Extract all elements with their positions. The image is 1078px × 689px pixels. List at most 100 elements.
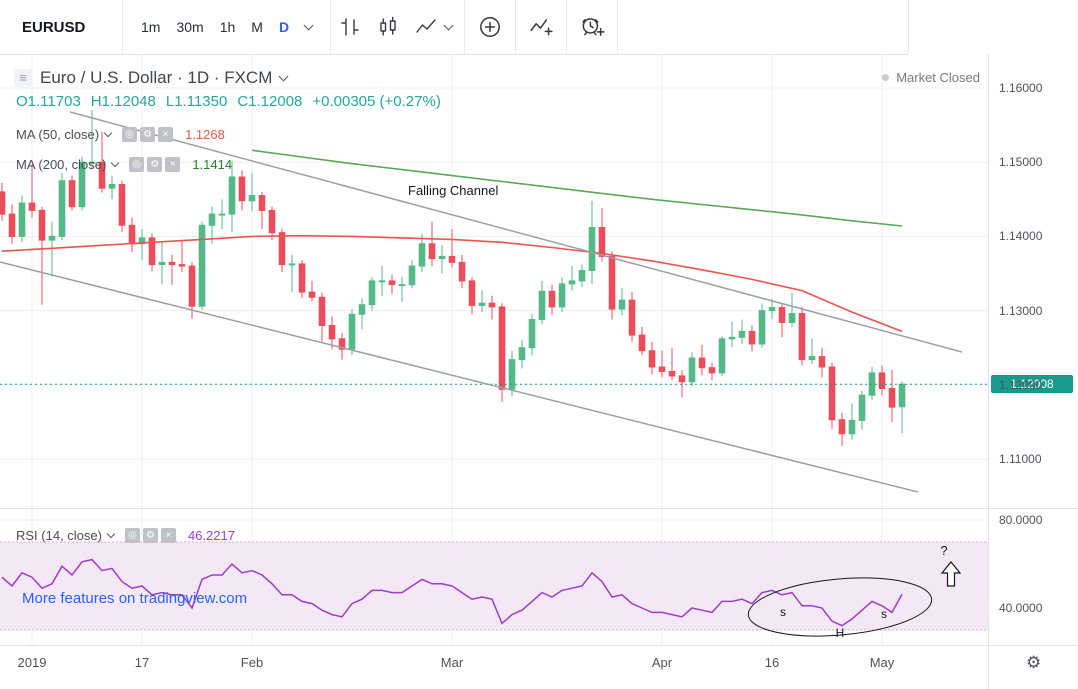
tradingview-watermark-link[interactable]: More features on tradingview.com <box>22 590 248 607</box>
falling-channel-label[interactable]: Falling Channel <box>408 183 499 198</box>
time-axis[interactable]: ⚙ 2019 17 Feb Mar Apr 16 May <box>0 645 1078 689</box>
price-pane[interactable] <box>0 54 988 508</box>
interval-30m-button[interactable]: 30m <box>176 19 204 35</box>
candles-chart-style-icon[interactable] <box>373 12 403 42</box>
price-scale[interactable]: 1.12008 1.16000 1.15000 1.14000 1.13000 1.12… <box>988 54 1078 689</box>
toolbar-divider <box>515 0 517 54</box>
indicator-label[interactable]: RSI (14, close) <box>16 528 102 543</box>
indicator-value: 46.2217 <box>187 528 235 543</box>
pattern-letter: H <box>836 626 845 640</box>
time-tick-label: 17 <box>134 655 150 670</box>
indicator-value: 1.1268 <box>185 127 225 142</box>
pane-separator[interactable] <box>0 508 1078 509</box>
interval-group: 1m 30m 1h M D <box>123 19 330 35</box>
chart-menu-icon[interactable]: ≡ <box>14 69 32 87</box>
head-shoulders-ellipse[interactable] <box>746 571 934 643</box>
remove-icon[interactable]: × <box>165 157 181 172</box>
ma50-line[interactable] <box>1 234 903 333</box>
chevron-down-icon[interactable] <box>106 529 116 538</box>
price-tick-label: 1.16000 <box>999 80 1043 95</box>
price-tick-label: 1.12000 <box>999 377 1043 392</box>
chevron-down-icon[interactable] <box>443 20 454 30</box>
price-gridlines <box>0 54 988 508</box>
chevron-down-icon[interactable] <box>111 158 120 167</box>
ohlc-open: O1.11703 <box>16 93 81 110</box>
ohlc-change: +0.00305 (+0.27%) <box>312 93 441 110</box>
time-tick-label: 16 <box>764 655 780 670</box>
question-annotation: ? <box>940 543 947 558</box>
candles-down <box>0 131 896 446</box>
rsi-band <box>0 542 988 630</box>
ma200-line[interactable] <box>251 149 903 227</box>
interval-1D-button[interactable]: D <box>278 19 290 35</box>
candles-up <box>18 110 906 440</box>
toolbar-edge-divider <box>908 0 909 54</box>
last-price-badge: 1.12008 <box>991 375 1073 394</box>
time-tick-label: May <box>869 655 895 670</box>
indicator-label[interactable]: MA (200, close) <box>16 157 107 172</box>
ohlc-row: O1.11703 H1.12048 L1.11350 C1.12008 +0.0… <box>16 93 441 110</box>
interval-1m-button[interactable]: 1m <box>141 19 161 35</box>
pattern-letter: s <box>881 607 887 621</box>
indicator-controls: ◎ ⚙ × <box>124 528 176 543</box>
ohlc-low: L1.11350 <box>165 93 228 110</box>
pattern-letter: s <box>780 605 786 619</box>
remove-icon[interactable]: × <box>158 127 174 142</box>
top-toolbar: EURUSD 1m 30m 1h M D <box>0 0 1078 54</box>
rsi-tick-label: 40.0000 <box>999 601 1043 616</box>
indicator-controls: ◎ ⚙ × <box>129 157 181 172</box>
visibility-icon[interactable]: ◎ <box>122 127 138 142</box>
price-tick-label: 1.13000 <box>999 303 1043 318</box>
bars-chart-style-icon[interactable] <box>335 12 365 42</box>
rsi-gridlines <box>0 508 988 645</box>
rsi-line[interactable] <box>1 558 903 627</box>
time-tick-label: Feb <box>240 655 264 670</box>
settings-icon[interactable]: ⚙ <box>140 127 156 142</box>
visibility-icon[interactable]: ◎ <box>124 528 140 543</box>
indicators-icon[interactable] <box>526 12 556 42</box>
time-tick-label: Apr <box>651 655 673 670</box>
settings-icon[interactable]: ⚙ <box>142 528 158 543</box>
interval-1M-button[interactable]: M <box>251 19 263 35</box>
alert-clock-icon[interactable] <box>577 12 607 42</box>
symbol-search-button[interactable]: EURUSD <box>22 18 86 36</box>
toolbar-divider <box>464 0 466 54</box>
price-tick-label: 1.11000 <box>999 452 1042 467</box>
toolbar-divider <box>617 0 619 54</box>
price-tick-label: 1.14000 <box>999 229 1043 244</box>
visibility-icon[interactable]: ◎ <box>129 157 145 172</box>
indicator-row-ma50: MA (50, close) ◎ ⚙ × 1.1268 <box>16 127 225 142</box>
indicator-label[interactable]: MA (50, close) <box>16 127 100 142</box>
market-status-label: Market Closed <box>896 70 980 85</box>
falling-channel-trendlines[interactable] <box>0 111 963 493</box>
ohlc-close: C1.12008 <box>237 93 303 110</box>
toolbar-divider <box>330 0 332 54</box>
ohlc-high: H1.12048 <box>90 93 156 110</box>
settings-icon[interactable]: ⚙ <box>147 157 163 172</box>
remove-icon[interactable]: × <box>160 528 176 543</box>
indicator-controls: ◎ ⚙ × <box>122 127 174 142</box>
chart-title[interactable]: Euro / U.S. Dollar · 1D · FXCM <box>40 68 273 87</box>
time-tick-label: Mar <box>440 655 464 670</box>
time-tick-label: 2019 <box>17 655 47 670</box>
market-status: Market Closed <box>882 70 980 85</box>
rsi-tick-label: 80.0000 <box>999 512 1043 527</box>
price-tick-label: 1.15000 <box>999 155 1043 170</box>
toolbar-divider <box>122 0 123 54</box>
line-chart-style-icon[interactable] <box>411 12 441 42</box>
settings-gear-icon[interactable]: ⚙ <box>1026 653 1042 672</box>
chevron-down-icon[interactable] <box>278 71 289 81</box>
compare-icon[interactable] <box>475 12 505 42</box>
indicator-row-rsi: RSI (14, close) ◎ ⚙ × 46.2217 <box>16 528 235 543</box>
market-status-dot-icon <box>882 74 890 81</box>
chevron-down-icon[interactable] <box>303 20 314 30</box>
chevron-down-icon[interactable] <box>103 128 113 137</box>
indicator-value: 1.1414 <box>192 157 233 172</box>
interval-1h-button[interactable]: 1h <box>219 19 236 35</box>
rsi-pane[interactable]: s Hs? <box>0 508 988 645</box>
arrow-up-annotation[interactable] <box>940 561 962 587</box>
chart-legend-title-row[interactable]: ≡ Euro / U.S. Dollar · 1D · FXCM <box>14 68 289 88</box>
toolbar-border <box>0 54 908 55</box>
indicator-row-ma200: MA (200, close) ◎ ⚙ × 1.1414 <box>16 157 232 172</box>
